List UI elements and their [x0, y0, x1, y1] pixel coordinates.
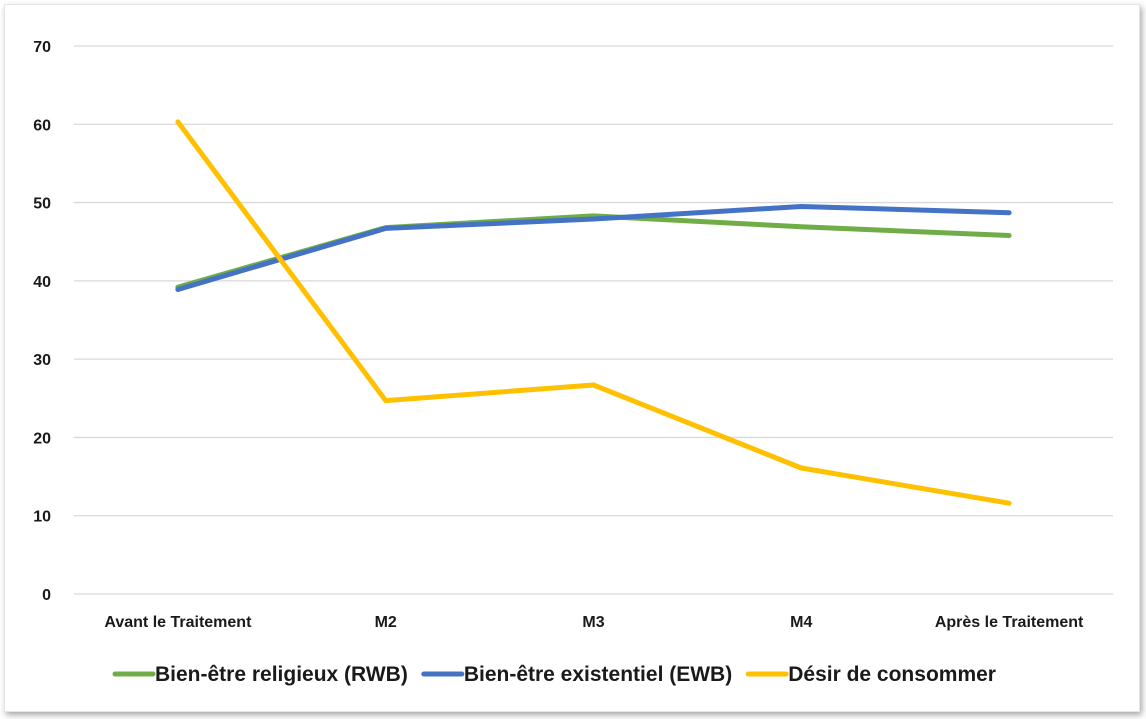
series-line-1 [175, 204, 1012, 292]
x-tick-label: M4 [790, 614, 812, 631]
line-chart: 0 10 20 30 40 50 60 70 Avant le Traitement M2 M3 M… [33, 39, 1113, 686]
x-tick-label: M3 [582, 614, 604, 631]
y-tick-label: 70 [33, 39, 51, 56]
y-tick-label: 60 [33, 117, 51, 134]
y-axis-tick-labels: 0 10 20 30 40 50 60 70 [33, 39, 51, 604]
series-line-2 [175, 119, 1012, 506]
legend-label-0: Bien-être religieux (RWB) [155, 663, 408, 686]
x-axis-tick-labels: Avant le Traitement M2 M3 M4 Après le Traite… [104, 614, 1084, 631]
x-tick-label: Après le Traitement [935, 614, 1084, 631]
chart-frame: 0 10 20 30 40 50 60 70 Avant le Traitement M2 M3 M… [4, 4, 1140, 712]
y-tick-label: 0 [42, 587, 51, 604]
x-tick-label: Avant le Traitement [104, 614, 252, 631]
legend-label-1: Bien-être existentiel (EWB) [464, 663, 732, 686]
series-lines [175, 119, 1012, 506]
y-tick-label: 50 [33, 196, 51, 213]
legend: Bien-être religieux (RWB) Bien-être exist… [112, 663, 996, 686]
gridlines [74, 45, 1113, 595]
legend-label-2: Désir de consommer [788, 663, 996, 686]
y-tick-label: 30 [33, 352, 51, 369]
x-tick-label: M2 [375, 614, 397, 631]
y-tick-label: 10 [33, 509, 51, 526]
y-tick-label: 20 [33, 430, 51, 447]
y-tick-label: 40 [33, 274, 51, 291]
